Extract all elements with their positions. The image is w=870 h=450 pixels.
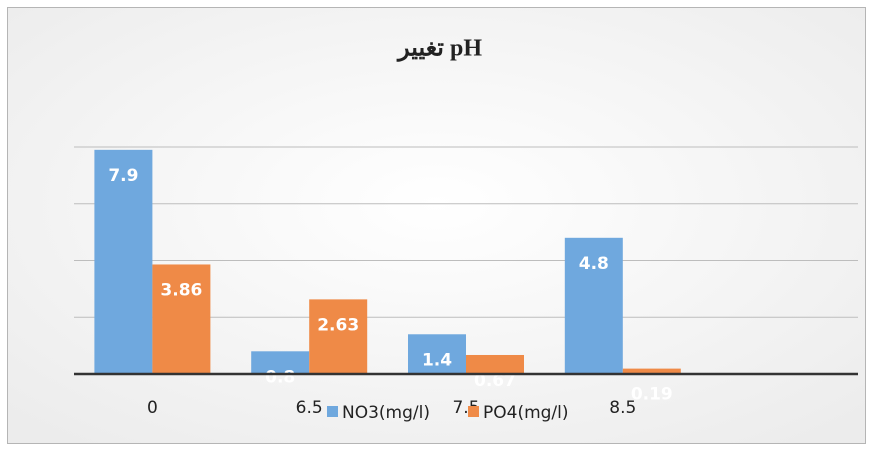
chart-title: تغيير pH xyxy=(396,36,482,63)
legend-label: PO4(mg/l) xyxy=(483,403,569,423)
data-label: 4.8 xyxy=(579,254,609,274)
legend-label: NO3(mg/l) xyxy=(342,403,430,423)
bar xyxy=(152,264,211,374)
data-label: 2.63 xyxy=(317,315,359,335)
data-label: 0.8 xyxy=(265,367,295,387)
legend-swatch xyxy=(327,406,338,417)
bar xyxy=(94,149,153,374)
bar xyxy=(408,334,466,374)
bar xyxy=(251,351,310,374)
bar xyxy=(564,237,623,374)
x-tick-label: 6.5 xyxy=(296,398,323,418)
x-tick-label: 0 xyxy=(147,398,158,418)
bar xyxy=(466,354,524,374)
bar xyxy=(622,368,681,374)
data-label: 0.67 xyxy=(474,371,516,391)
bar xyxy=(309,299,368,374)
x-tick-label: 8.5 xyxy=(609,398,636,418)
data-label: 7.9 xyxy=(108,166,138,186)
data-label: 0.19 xyxy=(631,385,673,405)
data-label: 3.86 xyxy=(160,280,202,300)
data-label: 1.4 xyxy=(422,350,452,370)
legend-swatch xyxy=(468,406,479,417)
